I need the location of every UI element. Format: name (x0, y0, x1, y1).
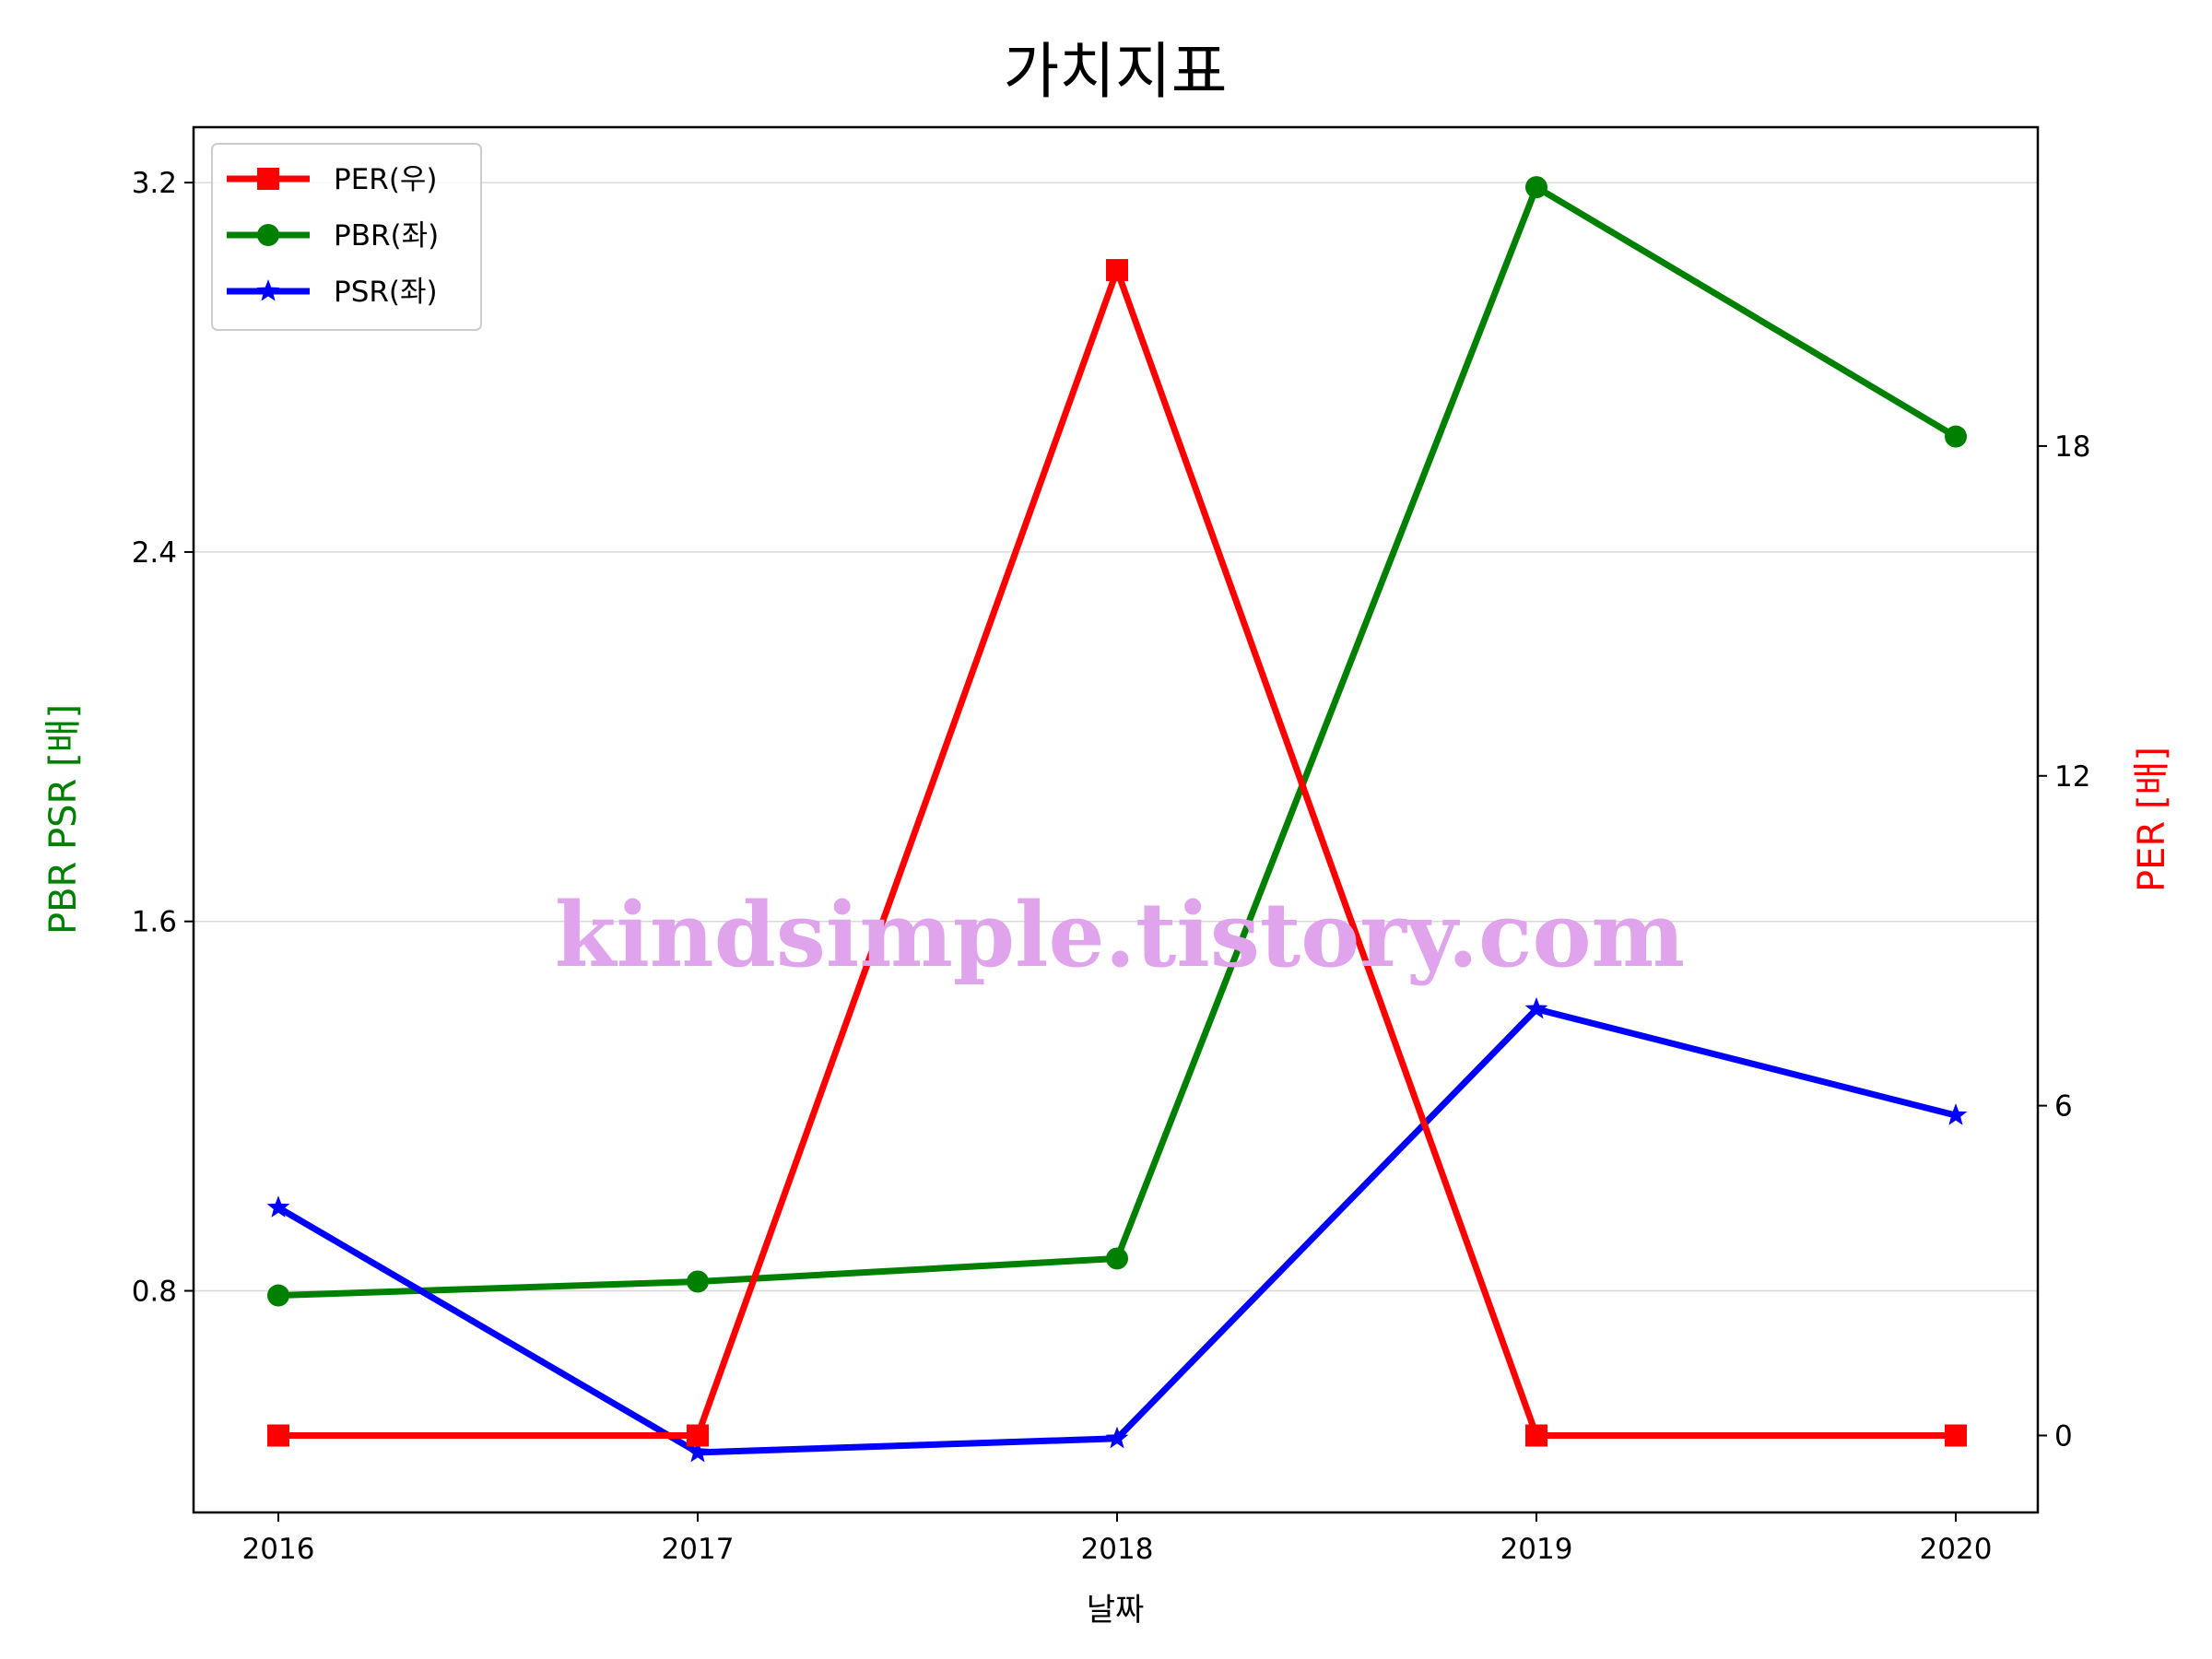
series-PER(우) (267, 259, 1967, 1447)
y-tick-label-left: 2.4 (132, 536, 177, 570)
data-point (266, 1195, 290, 1218)
y-tick-label-left: 3.2 (132, 167, 177, 200)
data-point (1944, 1103, 1968, 1125)
data-point (1945, 425, 1967, 448)
data-point (267, 1284, 289, 1307)
x-tick-label: 2017 (662, 1533, 735, 1566)
chart-title: 가치지표 (1004, 36, 1228, 107)
legend-marker (257, 168, 279, 190)
legend-marker (257, 224, 279, 246)
data-point (687, 1424, 709, 1447)
legend-marker (256, 279, 280, 301)
series-layer (266, 176, 1968, 1463)
series-PBR(좌) (267, 176, 1967, 1307)
plot-frame (192, 125, 2040, 1514)
x-tick-label: 2016 (242, 1533, 315, 1566)
y-axis-label-left: PBR PSR [배] (42, 704, 85, 935)
data-point (1945, 1424, 1967, 1447)
data-point (1105, 1426, 1129, 1449)
data-point (1106, 1247, 1128, 1270)
x-tick-label: 2020 (1920, 1533, 1993, 1566)
data-point (687, 1270, 709, 1293)
y-tick-label-right: 0 (2054, 1420, 2073, 1453)
x-axis-label: 날짜 (1087, 1592, 1145, 1629)
y-tick-label-right: 18 (2054, 430, 2090, 464)
y-tick-label-left: 1.6 (132, 906, 177, 939)
series-PSR(좌) (266, 996, 1968, 1463)
legend-label: PER(우) (334, 163, 438, 196)
data-point (1524, 996, 1548, 1019)
data-point (1525, 176, 1547, 199)
axes: 0.8 1.6 2.4 3.2 0 6 12 18 2016 2017 2018 2019 2020 (132, 167, 2091, 1566)
legend-label: PSR(좌) (334, 276, 438, 309)
x-tick-label: 2019 (1500, 1533, 1573, 1566)
legend-box (211, 143, 482, 331)
y-tick-label-right: 12 (2054, 760, 2090, 794)
data-point (1525, 1424, 1547, 1447)
x-tick-label: 2018 (1081, 1533, 1154, 1566)
watermark-text: kindsimple.tistory.com (555, 883, 1685, 987)
legend: PER(우) PBR(좌) PSR(좌) (211, 143, 482, 331)
y-axis-label-right: PER [배] (2131, 747, 2173, 892)
y-tick-label-right: 6 (2054, 1090, 2073, 1124)
legend-label: PBR(좌) (334, 219, 439, 253)
data-point (267, 1424, 289, 1447)
data-point (686, 1440, 710, 1463)
data-point (1106, 259, 1128, 282)
y-tick-label-left: 0.8 (132, 1276, 177, 1309)
